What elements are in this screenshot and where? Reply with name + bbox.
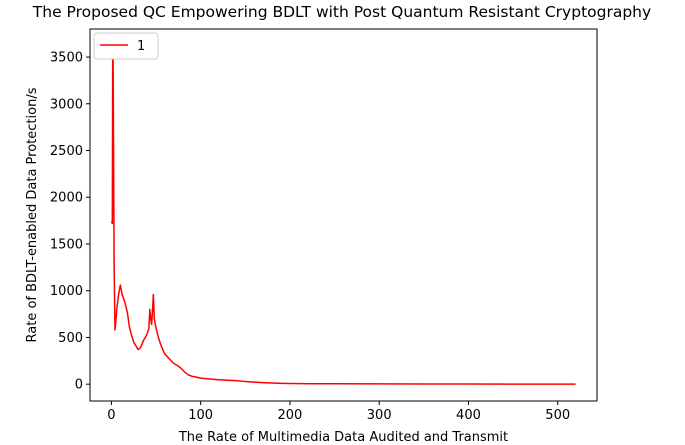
y-tick-label: 2500 (50, 144, 83, 159)
y-tick-label: 0 (75, 378, 83, 393)
legend-box (93, 32, 159, 60)
y-tick-label: 1000 (50, 284, 83, 299)
series-line-0 (110, 35, 576, 385)
plot-frame (89, 28, 598, 402)
x-axis: 0 100 200 300 400 500 (107, 401, 570, 423)
x-tick-label: 400 (456, 408, 481, 423)
x-tick-label: 300 (367, 408, 392, 423)
chart-title: The Proposed QC Empowering BDLT with Pos… (32, 3, 651, 21)
y-tick-label: 500 (58, 331, 83, 346)
series-layer (110, 35, 576, 385)
x-tick-label: 0 (107, 408, 115, 423)
x-tick-label: 500 (545, 408, 570, 423)
y-tick-label: 1500 (50, 237, 83, 252)
x-axis-label: The Rate of Multimedia Data Audited and … (178, 430, 508, 445)
legend-label: 1 (137, 39, 145, 54)
legend: 1 (93, 32, 159, 60)
x-tick-label: 100 (188, 408, 213, 423)
x-tick-label: 200 (278, 408, 303, 423)
y-tick-label: 3000 (50, 97, 83, 112)
y-tick-label: 3500 (50, 51, 83, 66)
y-axis-label: Rate of BDLT-enabled Data Protection/s (25, 87, 40, 342)
y-tick-label: 2000 (50, 191, 83, 206)
y-axis: 0 500 1000 1500 2000 2500 3000 3500 (50, 51, 90, 393)
plot-area (89, 28, 598, 402)
plot-background (90, 29, 597, 401)
